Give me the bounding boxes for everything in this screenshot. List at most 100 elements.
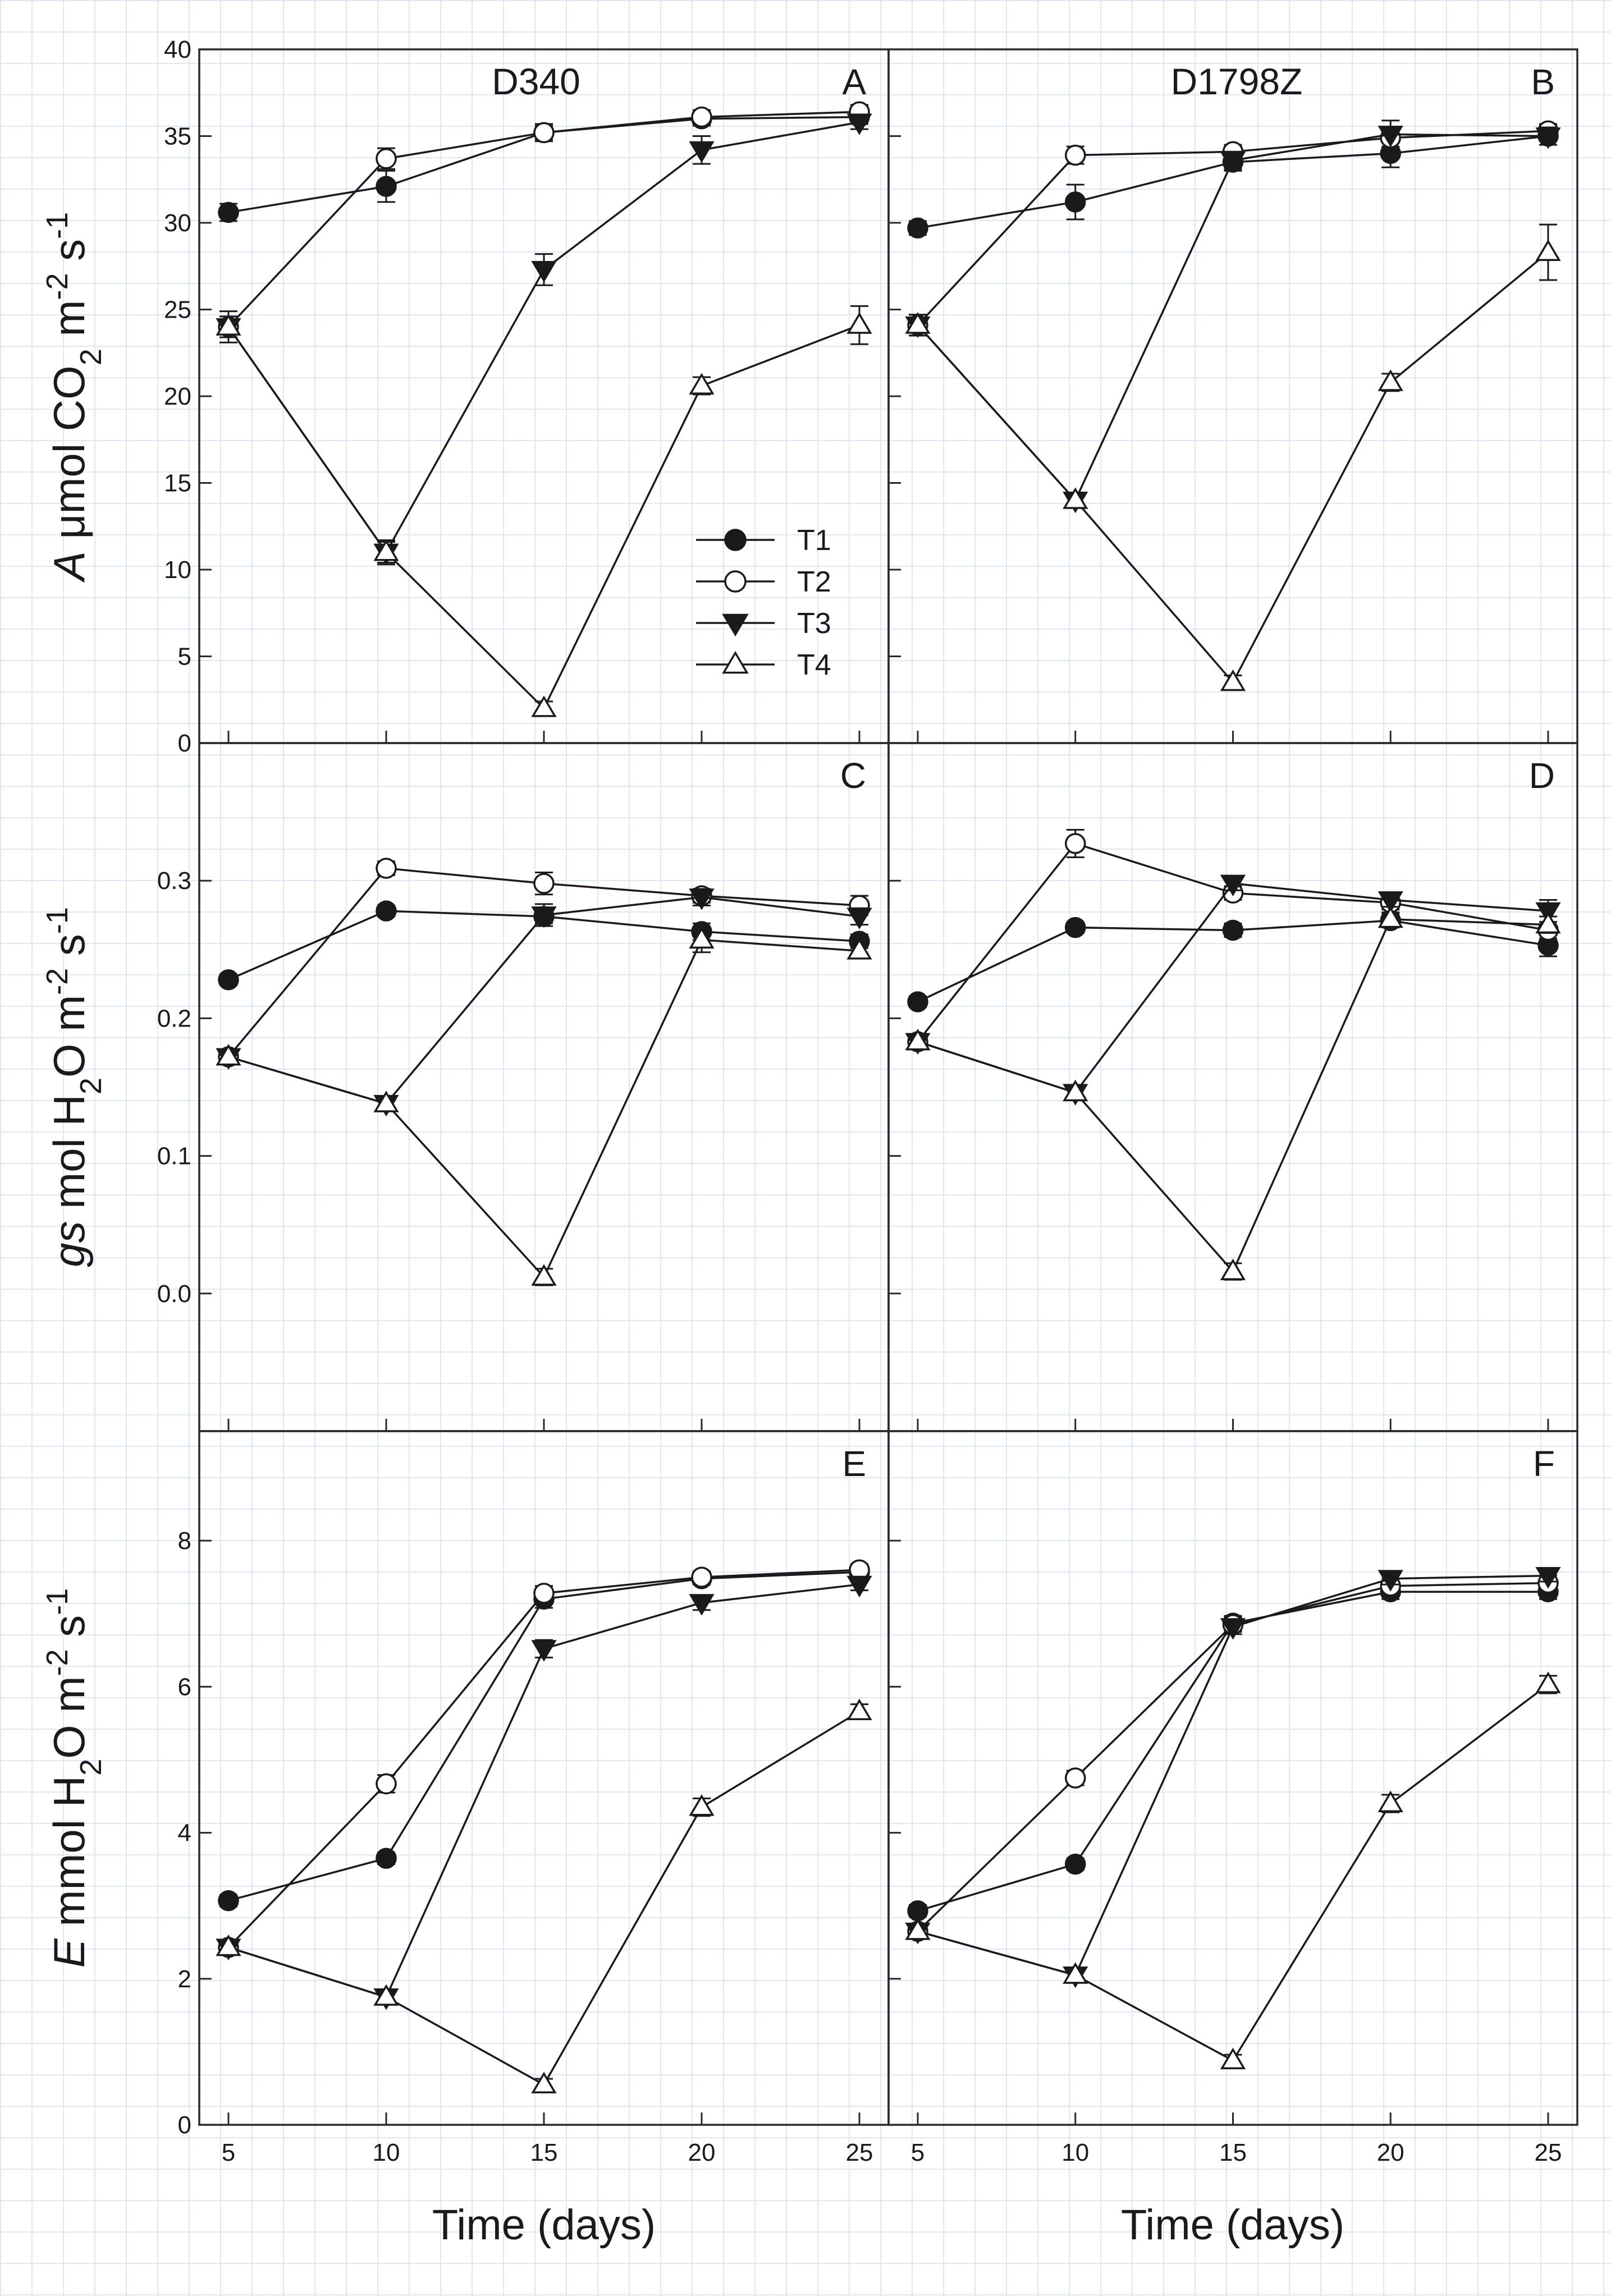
y-axis-unit: O m — [44, 995, 94, 1078]
data-point-T2 — [1065, 833, 1086, 854]
panel-letter: F — [1533, 1443, 1555, 1484]
data-point-T3 — [689, 1594, 715, 1616]
series-line-T4 — [917, 251, 1549, 684]
y-tick-label: 0.1 — [157, 1143, 191, 1170]
y-tick-label: 15 — [164, 470, 191, 497]
series-T4 — [216, 927, 872, 1286]
y-tick-label: 0.3 — [157, 867, 191, 895]
data-point-T4 — [1063, 1079, 1088, 1102]
data-point-T4 — [1063, 487, 1088, 509]
y-tick-label: 25 — [164, 296, 191, 324]
panel-letter: E — [842, 1443, 866, 1484]
data-point-T4 — [689, 927, 715, 949]
y-tick-label: 0.0 — [157, 1280, 191, 1308]
legend-marker-T3 — [722, 613, 749, 637]
series-T1 — [907, 910, 1559, 1012]
legend-marker-T4 — [722, 650, 749, 674]
y-axis-label: gs mol H2O m-2 s-1 — [40, 907, 108, 1267]
legend-label: T1 — [797, 524, 831, 557]
data-point-T3 — [1377, 125, 1403, 148]
series-line-T3 — [227, 121, 860, 554]
y-axis-unit: -2 — [40, 1649, 74, 1676]
data-point-T1 — [1222, 919, 1244, 941]
y-axis-unit: 2 — [74, 1078, 108, 1094]
data-point-T3 — [1220, 1618, 1246, 1640]
x-tick-label: 25 — [1535, 2139, 1562, 2166]
x-tick-label: 25 — [846, 2139, 873, 2166]
data-point-T2 — [1065, 1767, 1086, 1789]
data-point-T3 — [1220, 152, 1246, 173]
y-axis-label: A μmol CO2 m-2 s-1 — [40, 212, 108, 583]
x-tick-label: 15 — [1219, 2139, 1247, 2166]
legend-item-T2: T2 — [696, 566, 831, 598]
data-point-T4 — [531, 1264, 557, 1286]
y-axis-unit: μmol CO — [44, 365, 94, 551]
y-axis-unit: -1 — [40, 1588, 74, 1615]
panel-frame — [198, 742, 890, 1432]
x-tick-label: 5 — [911, 2139, 925, 2166]
data-point-T3 — [531, 260, 557, 283]
panel-A: 0 5 10 15 20 25 30 35 40 A D340 — [164, 36, 890, 757]
panel-D: D — [887, 742, 1578, 1432]
y-axis-unit: mmol H — [44, 1776, 94, 1938]
panel-letter: A — [842, 62, 866, 102]
legend-item-T4: T4 — [696, 649, 831, 681]
data-point-T4 — [846, 1698, 872, 1721]
y-tick-label: 6 — [178, 1673, 191, 1701]
data-point-T2 — [691, 1566, 712, 1588]
data-point-T3 — [1377, 1570, 1403, 1592]
panel-letter: C — [840, 755, 866, 796]
data-point-T4 — [689, 373, 715, 395]
data-point-T4 — [373, 539, 399, 561]
panel-B: B D1798Z — [887, 48, 1578, 744]
y-axis-unit: -2 — [40, 273, 74, 300]
data-point-T2 — [533, 873, 555, 894]
series-T1 — [218, 1561, 870, 1912]
y-tick-label: 35 — [164, 123, 191, 150]
data-point-T2 — [533, 1583, 555, 1604]
x-tick-label: 5 — [222, 2139, 235, 2166]
data-point-T1 — [218, 1890, 239, 1912]
data-point-T4 — [216, 1934, 241, 1956]
data-point-T2 — [691, 106, 712, 128]
data-point-T4 — [1535, 239, 1561, 261]
data-point-T1 — [907, 1900, 928, 1922]
legend-label: T2 — [797, 566, 831, 598]
y-tick-label: 2 — [178, 1965, 191, 1993]
y-axis-unit: 2 — [74, 349, 108, 365]
series-line-T4 — [917, 1684, 1549, 2062]
y-axis-label: E mmol H2O m-2 s-1 — [40, 1588, 108, 1968]
data-point-T1 — [376, 900, 397, 922]
data-point-T3 — [846, 1575, 872, 1598]
data-point-T3 — [846, 113, 872, 135]
y-axis-variable: A — [44, 551, 94, 583]
data-point-T2 — [376, 858, 397, 879]
series-line-T4 — [228, 938, 860, 1279]
y-axis-unit: m — [44, 300, 94, 349]
data-point-T3 — [689, 141, 715, 163]
y-tick-label: 10 — [164, 556, 191, 584]
data-point-T1 — [907, 217, 928, 239]
data-point-T4 — [373, 1090, 399, 1112]
series-line-T4 — [228, 1711, 860, 2086]
series-line-T3 — [228, 896, 860, 1105]
data-point-T1 — [376, 1848, 397, 1869]
data-point-T4 — [216, 1044, 241, 1066]
y-tick-label: 30 — [164, 209, 191, 237]
data-point-T3 — [1377, 891, 1403, 913]
y-axis-unit: 2 — [74, 1759, 108, 1776]
series-T2 — [218, 1559, 870, 1958]
data-point-T3 — [846, 908, 872, 929]
y-axis-unit: mol H — [44, 1094, 94, 1221]
panel-frame — [198, 1430, 890, 2126]
data-point-T1 — [1065, 1853, 1086, 1875]
panel-C: 0.0 0.1 0.2 0.3 C — [157, 742, 890, 1432]
legend-label: T3 — [797, 607, 831, 640]
series-T3 — [216, 888, 872, 1117]
series-line-T3 — [917, 133, 1549, 502]
panel-frame — [198, 48, 890, 744]
data-point-T4 — [1063, 1962, 1088, 1984]
data-point-T1 — [376, 176, 397, 197]
data-point-T4 — [1377, 1790, 1403, 1812]
